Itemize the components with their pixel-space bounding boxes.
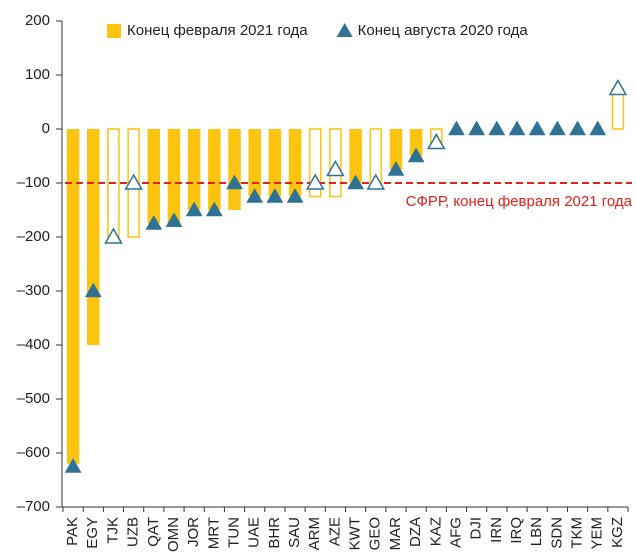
y-tick-label: –600 [17,444,50,461]
marker [448,120,465,136]
x-tick-label: KWT [347,517,364,550]
x-tick-label: ARM [306,517,323,550]
marker [145,214,163,230]
x-tick-label: SDN [548,517,565,549]
bar [147,129,161,224]
marker [246,187,264,203]
x-tick-label: AFG [447,517,464,548]
x-tick-label: DZA [407,517,424,547]
y-tick-label: 200 [25,12,50,29]
bar [248,129,261,197]
x-tick-label: UAE [246,517,263,548]
legend-swatch [107,24,121,38]
marker [387,160,405,176]
marker [608,78,628,96]
marker [305,173,325,190]
x-tick-label: GEO [367,517,384,550]
legend-label: Конец августа 2020 года [358,22,529,39]
bar [389,129,403,170]
marker [347,174,365,190]
marker [205,201,223,217]
x-tick-label: SAU [286,517,303,548]
x-tick-label: YEM [589,517,606,550]
bar [268,129,282,197]
marker [427,132,446,150]
marker [124,173,143,190]
x-tick-label: DJI [468,517,485,540]
bar [409,129,423,156]
bar [87,129,100,345]
x-tick-label: LBN [528,517,545,546]
marker [366,173,386,190]
marker [326,159,345,177]
marker [407,147,425,163]
marker [488,120,506,136]
x-tick-label: TJK [104,517,121,544]
marker [508,120,526,136]
x-tick-label: UZB [125,517,142,547]
x-tick-label: IRQ [508,517,525,544]
y-tick-label: –200 [17,228,50,245]
x-tick-label: KGZ [609,517,626,548]
y-tick-label: –400 [17,336,50,353]
x-tick-label: EGY [84,517,101,549]
bar [349,129,362,183]
marker [286,187,304,203]
x-tick-label: MRT [205,517,222,549]
x-tick-label: QAT [145,517,162,547]
marker [104,227,123,244]
bar [308,128,322,198]
marker [266,187,284,203]
bar [167,129,181,224]
marker [548,120,566,136]
x-tick-label: MAR [387,517,404,551]
marker [589,120,607,136]
marker [468,120,486,136]
bar [66,129,80,464]
bar [187,129,201,210]
bar [208,129,221,210]
bar [228,129,241,210]
marker [64,457,82,473]
y-tick-label: –700 [17,498,50,515]
x-tick-label: OMN [165,517,182,552]
y-tick-label: –500 [17,390,50,407]
x-tick-label: BHR [266,517,283,549]
x-tick-label: JOR [185,517,202,547]
legend-swatch [336,23,353,37]
marker [165,212,183,228]
x-tick-label: TKM [569,517,586,549]
x-tick-label: IRN [488,517,505,543]
x-tick-label: PAK [64,517,81,546]
legend-label: Конец февраля 2021 года [127,22,308,39]
marker [185,201,203,217]
marker [84,282,102,298]
marker [226,174,243,190]
bar [288,129,302,197]
y-tick-label: –100 [17,174,50,191]
y-tick-label: 100 [25,66,50,83]
x-tick-label: KAZ [427,517,444,546]
x-tick-label: TUN [225,517,242,548]
reference-label: СФРР, конец февраля 2021 года [406,193,633,210]
x-tick-label: AZE [326,517,343,546]
marker [528,120,546,136]
y-tick-label: –300 [17,282,50,299]
y-tick-label: 0 [42,120,50,137]
marker [569,120,586,136]
